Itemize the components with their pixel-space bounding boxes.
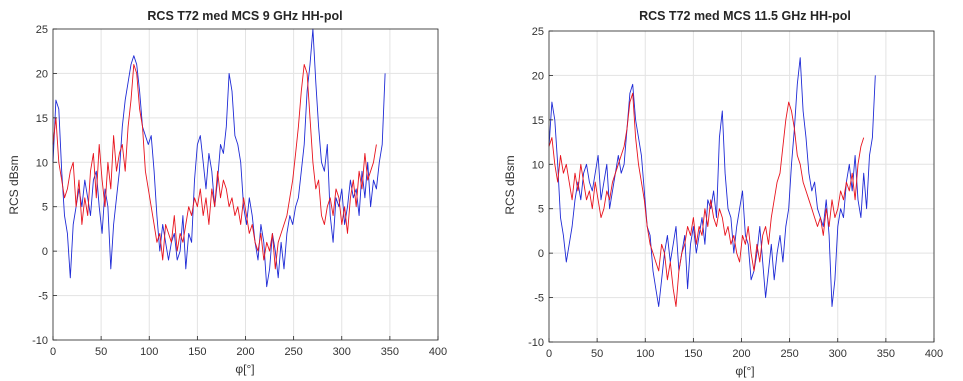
series-line-blue — [548, 57, 876, 307]
x-tick-label: 150 — [188, 346, 206, 358]
x-tick-label: 350 — [877, 348, 895, 360]
y-tick-label: -5 — [534, 293, 544, 305]
series-line-red — [52, 64, 377, 270]
y-tick-label: 10 — [36, 157, 48, 169]
y-tick-label: 25 — [36, 24, 48, 36]
y-tick-label: 25 — [532, 26, 544, 38]
x-tick-label: 250 — [780, 348, 798, 360]
y-tick-label: -5 — [38, 291, 48, 303]
x-tick-label: 200 — [732, 348, 750, 360]
chart-title: RCS T72 med MCS 9 GHz HH-pol — [147, 9, 342, 23]
chart-11-5ghz: RCS T72 med MCS 11.5 GHz HH-pol 0 50 100 15… — [503, 9, 943, 378]
y-axis-label: RCS dBsm — [7, 155, 21, 214]
y-tick-label: -10 — [528, 337, 544, 349]
series-line-red — [548, 92, 865, 307]
y-tick-label: 5 — [42, 202, 48, 214]
series-line-blue — [52, 28, 386, 288]
x-tick-label: 400 — [925, 348, 943, 360]
x-tick-label: 50 — [591, 348, 603, 360]
y-tick-label: 0 — [538, 248, 544, 260]
y-tick-label: -10 — [32, 335, 48, 347]
x-tick-label: 100 — [140, 346, 158, 358]
x-tick-label: 0 — [50, 346, 56, 358]
y-tick-label: 0 — [42, 246, 48, 258]
x-tick-label: 350 — [381, 346, 399, 358]
x-tick-label: 200 — [236, 346, 254, 358]
y-tick-label: 15 — [532, 115, 544, 127]
x-tick-label: 300 — [829, 348, 847, 360]
x-axis-label: φ[°] — [735, 364, 754, 378]
x-tick-label: 400 — [429, 346, 447, 358]
x-tick-label: 250 — [284, 346, 302, 358]
y-tick-label: 5 — [538, 204, 544, 216]
x-tick-label: 150 — [684, 348, 702, 360]
chart-9ghz: RCS T72 med MCS 9 GHz HH-pol 0 50 100 150 20… — [7, 9, 447, 376]
x-tick-label: 100 — [636, 348, 654, 360]
x-axis-label: φ[°] — [235, 362, 254, 376]
x-tick-label: 50 — [95, 346, 107, 358]
x-tick-label: 0 — [546, 348, 552, 360]
y-tick-label: 10 — [532, 159, 544, 171]
y-tick-label: 15 — [36, 113, 48, 125]
y-axis-label: RCS dBsm — [503, 155, 517, 214]
chart-title: RCS T72 med MCS 11.5 GHz HH-pol — [639, 9, 851, 23]
y-tick-label: 20 — [36, 68, 48, 80]
x-tick-label: 300 — [333, 346, 351, 358]
y-tick-label: 20 — [532, 70, 544, 82]
